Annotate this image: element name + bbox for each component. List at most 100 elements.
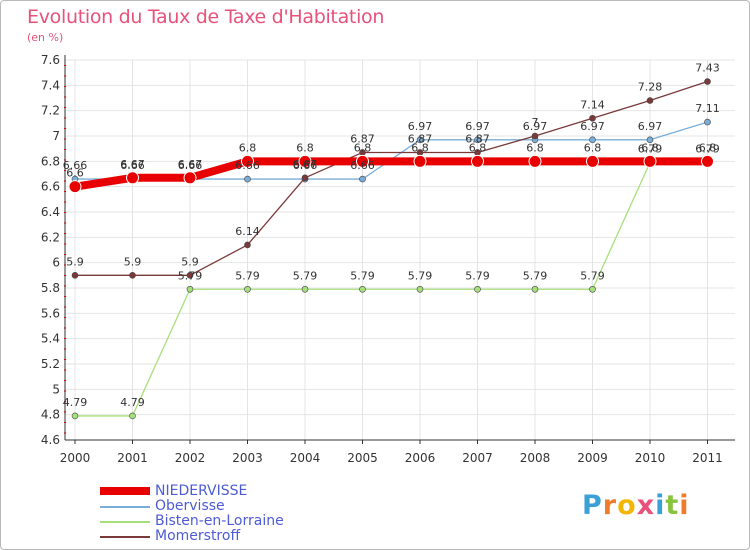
x-tick-label: 2005 [347,451,378,465]
data-point [244,175,251,183]
data-label: 5.79 [350,269,375,282]
x-tick-label: 2011 [692,451,723,465]
logo-letter: i [655,490,666,521]
data-point [531,132,539,140]
y-tick-label: 6.8 [41,154,60,168]
data-point [474,136,481,144]
data-label: 6.8 [239,141,257,154]
data-label: 5.79 [293,269,318,282]
data-label: 5.79 [523,269,548,282]
y-tick-label: 7.2 [41,104,60,118]
data-label: 6.6 [66,167,84,180]
logo-letter: i [679,490,690,521]
data-point [589,114,596,122]
data-point [186,272,194,279]
x-tick-label: 2008 [520,451,551,465]
data-label: 6.97 [580,120,605,133]
data-label: 6.97 [523,120,548,133]
data-point [471,154,484,168]
data-point [244,241,251,249]
data-point [129,412,136,420]
data-point [301,285,309,293]
y-tick-label: 4.8 [41,408,60,422]
y-tick-label: 6.6 [41,180,60,194]
series-line-3 [75,80,708,276]
x-tick-label: 2000 [60,451,91,465]
data-point [244,285,251,293]
data-label: 6.8 [584,141,602,154]
legend-swatch-momerstroff [100,536,150,538]
data-point [643,154,657,168]
legend-label: Momerstroff [155,528,241,544]
data-label: 7.28 [638,81,663,94]
data-label: 6.67 [178,158,203,171]
data-label: 6.8 [469,141,487,154]
logo-letter: o [617,490,637,521]
data-point [589,136,596,144]
y-tick-label: 5.4 [41,332,60,346]
data-point [183,171,197,185]
y-tick-label: 4.6 [41,433,60,447]
data-label: 6.8 [641,141,659,154]
data-point [474,285,481,293]
data-label: 6.87 [408,132,433,145]
y-tick-label: 6.2 [41,230,60,244]
x-tick-label: 2003 [232,451,263,465]
data-label: 6.97 [638,120,663,133]
legend-item-momerstroff: Momerstroff [100,528,360,545]
data-label: 6.67 [293,158,318,171]
series-line-0 [74,157,708,191]
data-point [646,136,654,144]
data-label: 7.43 [695,62,720,75]
y-tick-label: 7.4 [41,78,60,92]
data-label: 6.8 [296,141,314,154]
proxiti-logo: Proxiti [582,490,690,521]
data-label: 6.87 [350,132,375,145]
data-label: 6.8 [411,141,429,154]
data-point [71,412,79,420]
data-label: 6.67 [120,158,145,171]
y-tick-label: 5.8 [41,281,60,295]
data-point [586,154,599,168]
legend: NIEDERVISSE Obervisse Bisten-en-Lorraine… [100,484,360,545]
data-point [301,174,309,182]
data-point [416,136,424,144]
data-point [704,118,711,126]
logo-letter: r [602,490,618,521]
data-label: 7.14 [580,98,605,111]
data-label: 6.66 [63,159,88,172]
data-point [589,285,596,293]
data-point [531,285,539,293]
legend-item-niedervisse: NIEDERVISSE [100,484,360,500]
data-label: 6.8 [354,141,372,154]
data-label: 6.8 [699,141,717,154]
x-tick-label: 2002 [175,451,206,465]
data-label: 6.79 [638,143,663,156]
data-label: 5.9 [66,255,84,268]
x-tick-label: 2007 [462,451,493,465]
data-label: 4.79 [120,396,145,409]
data-point [68,180,82,194]
x-tick-label: 2009 [577,451,608,465]
y-tick-label: 6 [52,256,60,270]
data-point [71,272,79,279]
logo-letter: t [665,490,680,521]
data-point [416,285,424,293]
x-tick-label: 2001 [117,451,148,465]
data-label: 6.8 [526,141,544,154]
data-label: 6.97 [465,120,490,133]
x-tick-label: 2006 [405,451,436,465]
data-point [646,97,654,104]
data-label: 6.66 [293,159,318,172]
data-point [528,154,542,168]
data-label: 5.79 [408,269,433,282]
data-point [298,154,312,168]
y-tick-label: 5 [52,382,60,396]
series-line-2 [75,161,708,417]
data-label: 6.66 [350,159,375,172]
data-label: 6.14 [235,225,260,238]
data-label: 5.79 [580,269,605,282]
data-label: 6.66 [235,159,260,172]
legend-swatch-niedervisse [100,487,150,495]
